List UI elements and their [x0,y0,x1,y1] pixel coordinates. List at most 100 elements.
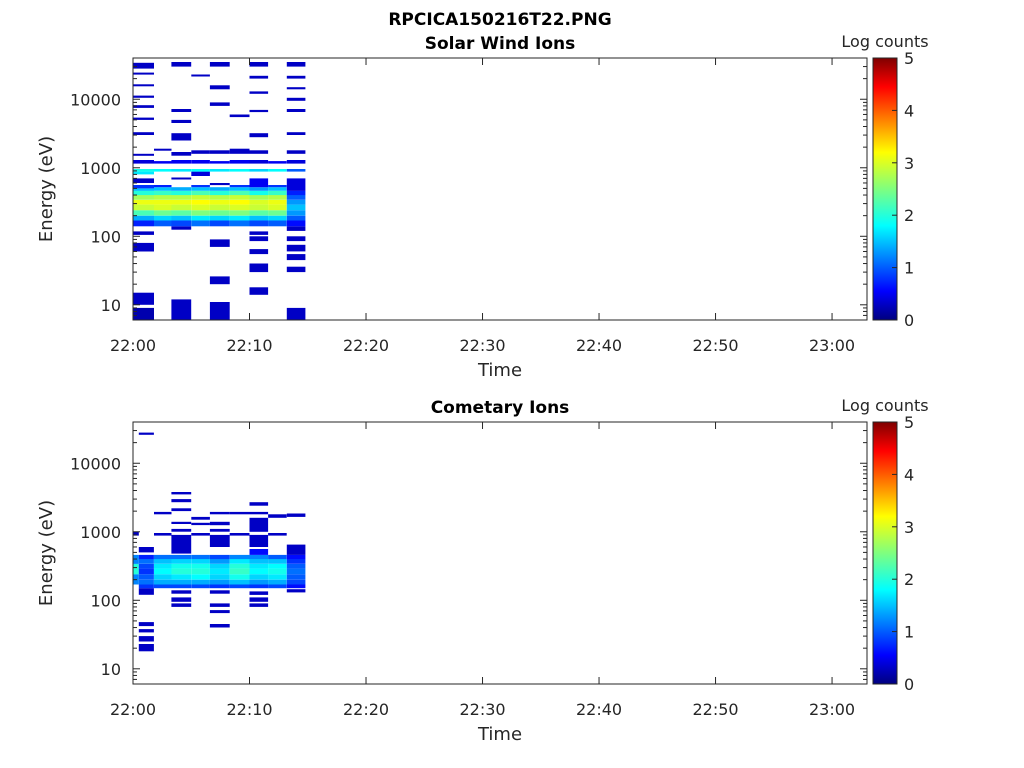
colorbar-gradient [872,57,898,321]
y-tick-label: 1000 [80,159,121,178]
heatmap-cell [133,171,154,175]
heatmap-cell [249,574,269,580]
heatmap-cell [133,185,154,189]
heatmap-cell [249,517,269,532]
colorbar-tick-label: 1 [904,259,914,278]
heatmap-cell [138,588,154,595]
heatmap-cell [138,636,154,642]
heatmap-cell [171,299,192,320]
heatmap-cell [268,559,287,564]
heatmap-cell [209,302,230,320]
heatmap-cell [171,160,192,164]
x-tick-label: 22:10 [226,700,272,719]
axes-box-cometary [132,421,868,685]
y-tick-label: 100 [90,227,121,246]
heatmap-cell [286,584,306,589]
heatmap-cell [154,220,172,227]
heatmap-cell [191,584,210,589]
heatmap-cell [154,563,172,569]
heatmap-cell [229,579,250,585]
heatmap-cell [229,160,250,164]
heatmap-cell [138,574,154,580]
heatmap-cell [209,102,230,106]
heatmap-cell [138,579,154,585]
heatmap-cell [249,554,269,560]
x-tick-label: 22:00 [110,336,156,355]
heatmap-cell [138,568,154,575]
heatmap-cell [286,220,306,227]
heatmap-cell [154,511,172,515]
heatmap-cell [191,74,210,77]
heatmap-cell [133,72,154,75]
heatmap-cell [209,239,230,247]
heatmap-cell [154,559,172,564]
heatmap-cell [191,559,210,564]
heatmap-cell [191,199,210,205]
heatmap-cell [249,169,269,172]
heatmap-cell [138,432,154,435]
heatmap-cell [249,199,269,205]
colorbar-tick-label: 4 [904,101,914,120]
heatmap-cell [229,114,250,118]
heatmap-cell [209,190,230,196]
heatmap-cell [138,547,154,553]
x-tick-label: 23:00 [809,336,855,355]
heatmap-cell [154,579,172,585]
colorbar-label-cometary: Log counts [841,396,928,415]
y-tick-label: 10000 [70,90,121,109]
panel-title-cometary: Cometary Ions [431,398,570,418]
heatmap-cell [171,169,192,172]
heatmap-cell [171,152,192,156]
heatmap-cell [191,210,210,216]
heatmap-cell [209,579,230,585]
heatmap-cell [191,187,210,191]
heatmap-cell [249,160,269,164]
colorbar-tick-label: 5 [904,49,914,68]
heatmap-cell [154,187,172,191]
heatmap-cell [171,215,192,221]
heatmap-cell [209,590,230,594]
panel-solar-wind-ions: Solar Wind Ions 22:00 22:10 22:20 22:30 22:4… [36,32,929,381]
heatmap-cell [171,597,192,602]
heatmap-cell [209,276,230,285]
heatmap-cell [138,584,154,589]
x-tick-label: 22:40 [576,700,622,719]
heatmap-cell [154,210,172,216]
x-tick-label: 22:10 [226,336,272,355]
heatmap-cell [229,195,250,200]
heatmap-cell [209,215,230,221]
heatmap-cell [191,215,210,221]
y-tick-label: 1000 [80,523,121,542]
heatmap-cell [171,119,192,123]
heatmap-cell [286,210,306,216]
heatmap-cell [171,62,192,67]
heatmap-cell [133,160,154,164]
heatmap-cell [268,199,287,205]
colorbar-tick-label: 0 [904,675,914,694]
heatmap-cell [249,249,269,255]
heatmap-cell [229,584,250,589]
heatmap-cell [171,190,192,196]
heatmap-cell [209,511,230,515]
heatmap-cell [249,511,269,515]
heatmap-cell [133,105,154,108]
heatmap-cell [138,554,154,560]
heatmap-cell [249,150,269,154]
heatmap-cell [249,62,269,67]
heatmap-cell [133,188,154,191]
heatmap-cell [249,236,269,242]
heatmap-cell [171,534,192,554]
heatmap-cell [154,169,172,172]
heatmap-cell [286,574,306,580]
heatmap-cell [268,185,287,188]
heatmap-cell [286,563,306,569]
heatmap-cell [154,199,172,205]
heatmap-cell [249,215,269,221]
heatmap-cell [286,513,306,517]
colorbar-tick-label: 2 [904,206,914,225]
x-tick-label: 22:50 [692,700,738,719]
heatmap-cell [286,190,306,196]
heatmap-cell [229,574,250,580]
heatmap-cell [249,534,269,547]
heatmap-cell [209,574,230,580]
